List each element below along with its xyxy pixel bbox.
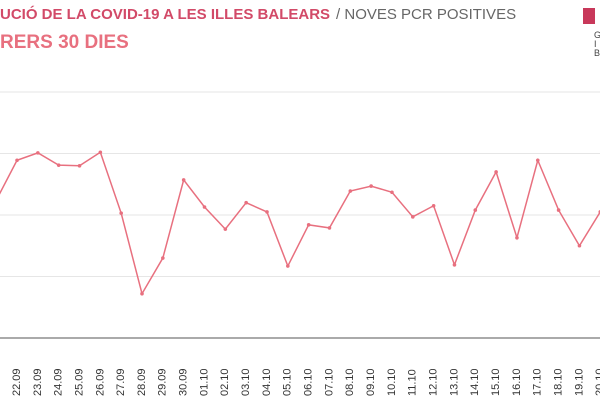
chart-subtitle: RERS 30 DIES <box>0 32 129 53</box>
point <box>15 158 19 163</box>
x-tick-label: 18.10 <box>553 368 565 396</box>
x-tick-label: 11.10 <box>407 369 419 396</box>
x-tick-label: 10.10 <box>386 368 398 396</box>
x-tick-label: 01.10 <box>198 368 210 396</box>
point <box>181 178 186 182</box>
x-tick-label: 24.09 <box>53 368 65 396</box>
point <box>286 264 290 268</box>
point <box>77 164 82 168</box>
chart-title-suffix: / NOVES PCR POSITIVES <box>336 6 516 23</box>
point <box>452 263 457 267</box>
point <box>244 200 248 205</box>
x-tick-label: 12.10 <box>428 368 440 396</box>
x-tick-label: 13.10 <box>448 368 460 396</box>
point <box>556 208 561 212</box>
x-tick-label: 02.10 <box>219 368 231 396</box>
x-tick-label: 16.10 <box>511 368 523 396</box>
point <box>327 226 332 230</box>
point <box>369 184 373 188</box>
point <box>473 208 478 212</box>
point <box>411 215 415 219</box>
point <box>161 256 165 260</box>
point <box>494 170 498 174</box>
x-tick-label: 03.10 <box>240 368 252 396</box>
x-tick-label: 14.10 <box>469 368 481 396</box>
x-tick-label: 21.09 <box>0 368 2 396</box>
chart-title: UCIÓ DE LA COVID-19 A LES ILLES BALEARS <box>0 5 330 23</box>
point <box>577 243 582 248</box>
logo-text: B <box>594 48 600 58</box>
point <box>390 190 394 195</box>
point <box>515 235 519 240</box>
point <box>535 158 540 163</box>
point <box>98 150 103 155</box>
point <box>36 151 40 155</box>
point <box>348 189 353 193</box>
x-tick-label: 07.10 <box>323 368 335 396</box>
x-tick-label: 04.10 <box>261 368 273 396</box>
x-tick-label: 06.10 <box>303 368 315 396</box>
x-tick-label: 17.10 <box>532 368 544 396</box>
point <box>306 223 311 227</box>
logo-text: I <box>594 39 597 49</box>
point <box>223 227 228 231</box>
point <box>265 210 269 214</box>
x-tick-label: 05.10 <box>282 368 294 396</box>
logo-mark <box>583 8 595 24</box>
x-tick-label: 09.10 <box>365 368 377 396</box>
point <box>202 205 207 209</box>
point <box>56 163 61 167</box>
x-tick-label: 26.09 <box>94 368 106 396</box>
x-tick-label: 08.10 <box>344 368 356 396</box>
x-tick-label: 19.10 <box>573 368 585 396</box>
x-tick-label: 28.09 <box>136 368 148 396</box>
point <box>140 291 144 296</box>
x-tick-label: 15.10 <box>490 368 502 396</box>
x-tick-label: 29.09 <box>157 368 169 396</box>
line <box>0 151 600 296</box>
x-tick-label: 25.09 <box>73 368 85 396</box>
logo-text: G <box>594 30 600 40</box>
x-tick-label: 22.09 <box>11 368 23 396</box>
x-tick-label: 27.09 <box>115 368 127 396</box>
x-tick-label: 30.09 <box>178 368 190 396</box>
x-tick-label: 23.09 <box>32 368 44 396</box>
x-tick-label: 20.10 <box>594 368 600 396</box>
point <box>431 203 436 208</box>
point <box>119 211 123 215</box>
